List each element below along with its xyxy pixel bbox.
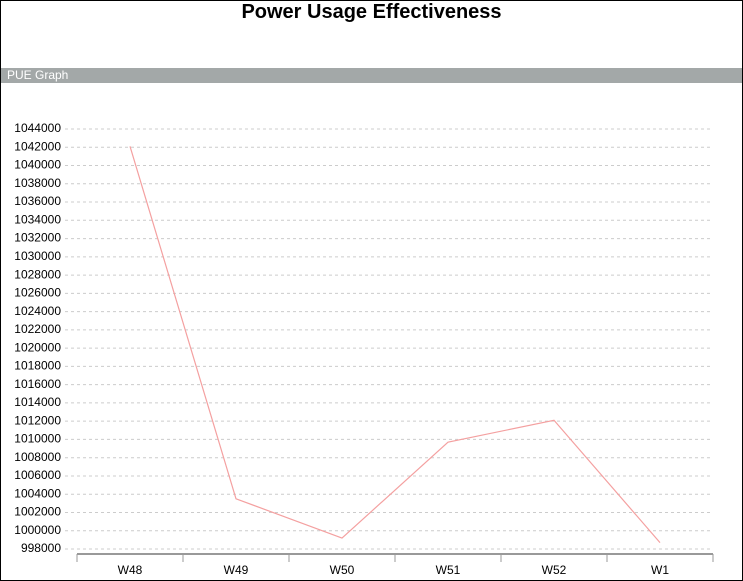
y-tick-label: 1010000 bbox=[14, 432, 61, 446]
y-tick-label: 1016000 bbox=[14, 377, 61, 391]
x-tick-label: W50 bbox=[330, 563, 355, 577]
page-title: Power Usage Effectiveness bbox=[241, 1, 502, 23]
x-tick-label: W51 bbox=[436, 563, 461, 577]
y-tick-label: 1036000 bbox=[14, 194, 61, 208]
panel-header: PUE Graph bbox=[1, 68, 742, 83]
y-tick-label: 1018000 bbox=[14, 359, 61, 373]
x-tick-label: W52 bbox=[542, 563, 567, 577]
x-tick-label: W49 bbox=[224, 563, 249, 577]
y-tick-label: 1014000 bbox=[14, 395, 61, 409]
y-tick-label: 1012000 bbox=[14, 413, 61, 427]
y-tick-label: 1006000 bbox=[14, 468, 61, 482]
y-tick-label: 1040000 bbox=[14, 158, 61, 172]
y-tick-label: 1032000 bbox=[14, 231, 61, 245]
y-tick-label: 998000 bbox=[21, 541, 61, 555]
y-tick-label: 1044000 bbox=[14, 121, 61, 135]
y-tick-label: 1004000 bbox=[14, 486, 61, 500]
series-line bbox=[129, 146, 661, 544]
y-tick-label: 1020000 bbox=[14, 340, 61, 354]
y-tick-label: 1038000 bbox=[14, 176, 61, 190]
y-tick-label: 1024000 bbox=[14, 304, 61, 318]
y-tick-label: 1042000 bbox=[14, 139, 61, 153]
y-tick-label: 1000000 bbox=[14, 523, 61, 537]
y-tick-label: 1028000 bbox=[14, 267, 61, 281]
y-tick-label: 1002000 bbox=[14, 505, 61, 519]
y-tick-label: 1030000 bbox=[14, 249, 61, 263]
y-tick-label: 1034000 bbox=[14, 212, 61, 226]
y-tick-label: 1008000 bbox=[14, 450, 61, 464]
x-tick-label: W1 bbox=[651, 563, 669, 577]
y-tick-label: 1022000 bbox=[14, 322, 61, 336]
x-tick-label: W48 bbox=[118, 563, 143, 577]
y-tick-label: 1026000 bbox=[14, 286, 61, 300]
